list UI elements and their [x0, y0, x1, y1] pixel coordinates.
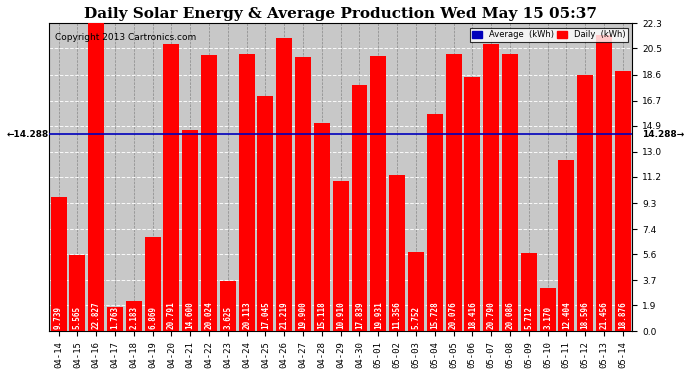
Text: 20.086: 20.086: [506, 302, 515, 329]
Text: 19.900: 19.900: [299, 302, 308, 329]
Bar: [351, 85, 368, 332]
Text: 21.456: 21.456: [600, 302, 609, 329]
Text: 21.219: 21.219: [279, 302, 289, 329]
Bar: [596, 35, 612, 332]
Text: 17.045: 17.045: [261, 302, 270, 329]
Bar: [483, 44, 499, 332]
Bar: [276, 38, 293, 332]
Text: 9.739: 9.739: [54, 306, 63, 329]
Text: 20.790: 20.790: [486, 302, 495, 329]
Text: 19.931: 19.931: [374, 302, 383, 329]
Text: 3.170: 3.170: [543, 306, 552, 329]
Bar: [333, 181, 348, 332]
Text: 14.288→: 14.288→: [642, 130, 684, 139]
Text: 5.565: 5.565: [73, 306, 82, 329]
Bar: [126, 301, 142, 332]
Bar: [464, 77, 480, 332]
Bar: [88, 16, 104, 332]
Text: 11.356: 11.356: [393, 302, 402, 329]
Bar: [239, 54, 255, 332]
Text: 2.183: 2.183: [129, 306, 138, 329]
Text: ←14.288: ←14.288: [7, 130, 49, 139]
Bar: [201, 55, 217, 332]
Text: 5.752: 5.752: [411, 306, 420, 329]
Bar: [389, 175, 405, 332]
Legend: Average  (kWh), Daily  (kWh): Average (kWh), Daily (kWh): [470, 28, 628, 42]
Text: 10.910: 10.910: [336, 302, 345, 329]
Bar: [164, 44, 179, 332]
Bar: [558, 160, 574, 332]
Text: 18.416: 18.416: [468, 302, 477, 329]
Bar: [426, 114, 443, 332]
Bar: [50, 197, 67, 332]
Title: Daily Solar Energy & Average Production Wed May 15 05:37: Daily Solar Energy & Average Production …: [84, 7, 597, 21]
Bar: [182, 130, 198, 332]
Bar: [371, 56, 386, 332]
Bar: [408, 252, 424, 332]
Bar: [145, 237, 161, 332]
Text: 20.791: 20.791: [167, 302, 176, 329]
Text: 14.600: 14.600: [186, 302, 195, 329]
Text: 6.869: 6.869: [148, 306, 157, 329]
Bar: [521, 253, 537, 332]
Text: 15.728: 15.728: [431, 302, 440, 329]
Text: 1.763: 1.763: [110, 306, 119, 329]
Bar: [540, 288, 555, 332]
Text: 18.596: 18.596: [581, 302, 590, 329]
Text: 5.712: 5.712: [524, 306, 533, 329]
Text: Copyright 2013 Cartronics.com: Copyright 2013 Cartronics.com: [55, 33, 196, 42]
Bar: [502, 54, 518, 332]
Text: 3.625: 3.625: [224, 306, 233, 329]
Text: 20.113: 20.113: [242, 302, 251, 329]
Bar: [446, 54, 462, 332]
Bar: [220, 281, 236, 332]
Text: 22.827: 22.827: [92, 302, 101, 329]
Text: 12.404: 12.404: [562, 302, 571, 329]
Bar: [295, 57, 311, 332]
Text: 17.839: 17.839: [355, 302, 364, 329]
Bar: [107, 307, 123, 332]
Text: 20.076: 20.076: [449, 302, 458, 329]
Bar: [615, 71, 631, 332]
Bar: [577, 75, 593, 332]
Bar: [70, 255, 86, 332]
Text: 18.876: 18.876: [618, 302, 627, 329]
Text: 20.024: 20.024: [204, 302, 213, 329]
Bar: [314, 123, 330, 332]
Text: 15.118: 15.118: [317, 302, 326, 329]
Bar: [257, 96, 273, 332]
